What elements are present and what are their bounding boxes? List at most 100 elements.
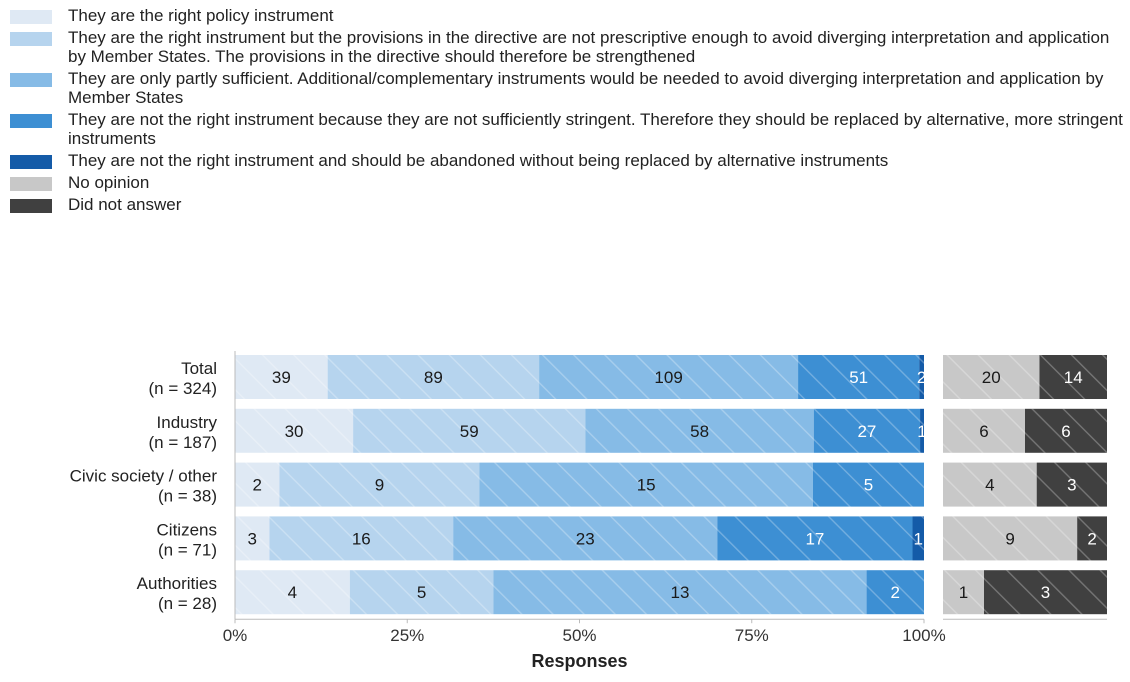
bar-hatch [349,570,494,615]
side-bar-hatch [943,408,1025,453]
bar-hatch [585,408,814,453]
data-label: 23 [576,529,595,548]
legend-label: They are not the right instrument becaus… [68,110,1123,148]
side-data-label: 9 [1005,529,1014,548]
legend-swatch [10,114,52,128]
legend-swatch [10,177,52,191]
data-label: 15 [637,476,656,495]
side-bar-hatch [943,462,1037,507]
side-data-label: 6 [979,422,988,441]
data-label: 1 [917,422,926,441]
legend-label: No opinion [68,173,150,192]
category-label: Authorities [137,574,217,593]
data-label: 9 [375,476,384,495]
legend-item: They are the right policy instrument [10,6,1125,25]
bar-hatch [479,462,813,507]
bar-hatch [235,516,270,561]
side-bar-hatch [1036,462,1107,507]
bar-hatch [327,355,540,399]
category-label: Civic society / other [70,467,218,486]
data-label: 2 [891,583,900,602]
data-label: 17 [805,529,824,548]
category-n: (n = 71) [158,540,217,559]
x-tick-label: 100% [902,626,945,645]
x-tick-label: 0% [223,626,248,645]
legend-item: No opinion [10,173,1125,192]
data-label: 58 [690,422,709,441]
category-n: (n = 28) [158,594,217,613]
bar-hatch [279,462,480,507]
legend-item: They are the right instrument but the pr… [10,28,1125,66]
data-label: 39 [272,368,291,387]
bar-hatch [269,516,454,561]
bar-hatch [920,408,924,453]
bar-hatch [866,570,924,615]
category-label: Industry [157,413,218,432]
data-label: 13 [671,583,690,602]
bar-hatch [235,462,280,507]
side-data-label: 3 [1067,476,1076,495]
data-label: 30 [285,422,304,441]
legend-label: They are the right instrument but the pr… [68,28,1110,66]
side-bar-hatch [1025,408,1107,453]
side-data-label: 3 [1041,583,1050,602]
data-label: 5 [417,583,426,602]
data-label: 2 [917,368,926,387]
bar-hatch [235,355,328,399]
side-data-label: 14 [1064,368,1083,387]
side-data-label: 1 [959,583,968,602]
legend-label: They are not the right instrument and sh… [68,151,889,170]
x-tick-label: 75% [735,626,769,645]
data-label: 27 [857,422,876,441]
side-bar-hatch [1039,355,1107,399]
legend-label: They are only partly sufficient. Additio… [68,69,1104,107]
category-n: (n = 38) [158,487,217,506]
data-label: 1 [914,529,923,548]
legend-item: They are not the right instrument and sh… [10,151,1125,170]
legend-swatch [10,10,52,24]
side-bar-hatch [1077,516,1107,561]
legend-swatch [10,32,52,46]
category-n: (n = 324) [148,379,217,398]
data-label: 4 [288,583,297,602]
bar-hatch [812,462,924,507]
bar-hatch [912,516,924,561]
side-bar-hatch [943,355,1040,399]
x-axis-label: Responses [531,651,627,671]
legend-item: They are not the right instrument becaus… [10,110,1125,148]
category-n: (n = 187) [148,433,217,452]
data-label: 16 [352,529,371,548]
data-label: 51 [849,368,868,387]
legend-swatch [10,155,52,169]
legend-label: They are the right policy instrument [68,6,334,25]
bar-hatch [798,355,920,399]
bar-hatch [717,516,913,561]
bar-hatch [493,570,867,615]
side-data-label: 4 [985,476,994,495]
side-data-label: 2 [1087,529,1096,548]
bar-hatch [453,516,718,561]
category-label: Total [181,359,217,378]
legend-swatch [10,73,52,87]
side-bar-hatch [984,570,1107,615]
bar-hatch [539,355,799,399]
legend-label: Did not answer [68,195,182,214]
side-data-label: 20 [982,368,1001,387]
side-data-label: 6 [1061,422,1070,441]
x-tick-label: 25% [390,626,424,645]
data-label: 109 [654,368,682,387]
data-label: 3 [247,529,256,548]
x-tick-label: 50% [562,626,596,645]
bar-hatch [235,408,354,453]
data-label: 89 [424,368,443,387]
side-bar-hatch [943,570,984,615]
bar-hatch [813,408,921,453]
legend-swatch [10,199,52,213]
bar-hatch [353,408,586,453]
category-label: Citizens [157,520,217,539]
data-label: 59 [460,422,479,441]
legend: They are the right policy instrument They… [10,6,1125,217]
bar-hatch [919,355,924,399]
data-label: 2 [252,476,261,495]
